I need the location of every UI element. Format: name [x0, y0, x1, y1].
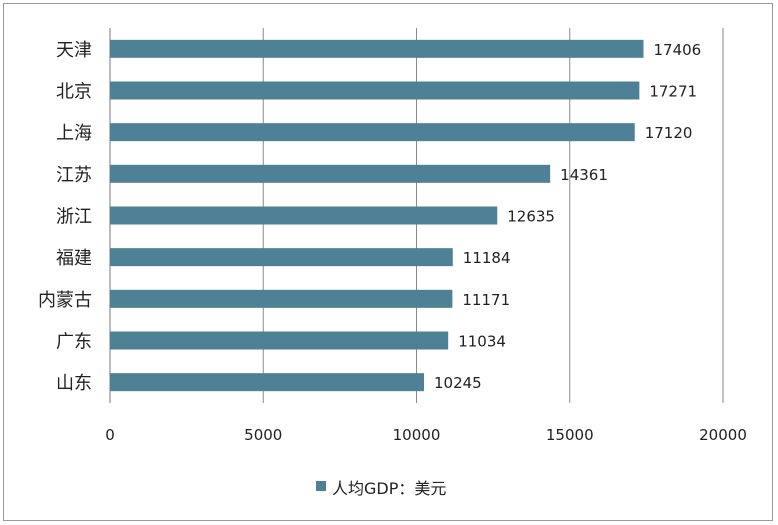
legend-swatch — [316, 481, 326, 491]
x-tick-label: 5000 — [244, 426, 282, 444]
bar — [110, 289, 453, 308]
x-tick-label: 10000 — [393, 426, 441, 444]
bar — [110, 331, 449, 350]
value-label: 12635 — [507, 208, 555, 226]
category-label: 内蒙古 — [38, 290, 92, 311]
bar — [110, 81, 640, 100]
category-label: 广东 — [56, 332, 92, 353]
category-label: 天津 — [56, 40, 92, 61]
legend: 人均GDP：美元 — [316, 479, 446, 498]
bar — [110, 373, 425, 392]
value-labels: 17406 17271 17120 14361 12635 11184 11171 11034… — [434, 41, 701, 392]
x-tick-label: 15000 — [546, 426, 594, 444]
x-tick-labels: 0 5000 10000 15000 20000 — [105, 426, 747, 444]
value-label: 14361 — [560, 166, 608, 184]
category-label: 山东 — [56, 373, 92, 394]
value-label: 17271 — [649, 83, 697, 101]
bars — [110, 39, 644, 392]
bar — [110, 248, 453, 267]
category-label: 浙江 — [56, 207, 92, 228]
bar — [110, 206, 498, 225]
value-label: 11184 — [463, 249, 511, 267]
bar — [110, 123, 635, 142]
category-label: 江苏 — [56, 165, 92, 186]
x-tick-label: 20000 — [699, 426, 747, 444]
value-label: 17406 — [653, 41, 701, 59]
category-label: 北京 — [56, 82, 92, 103]
bar — [110, 39, 644, 58]
category-label: 上海 — [56, 123, 92, 144]
legend-label: 人均GDP：美元 — [332, 479, 446, 498]
value-label: 11171 — [462, 291, 510, 309]
value-label: 10245 — [434, 374, 482, 392]
bar — [110, 164, 551, 183]
value-label: 11034 — [458, 333, 506, 351]
value-label: 17120 — [645, 124, 693, 142]
x-tick-label: 0 — [105, 426, 115, 444]
category-label: 福建 — [56, 248, 92, 269]
